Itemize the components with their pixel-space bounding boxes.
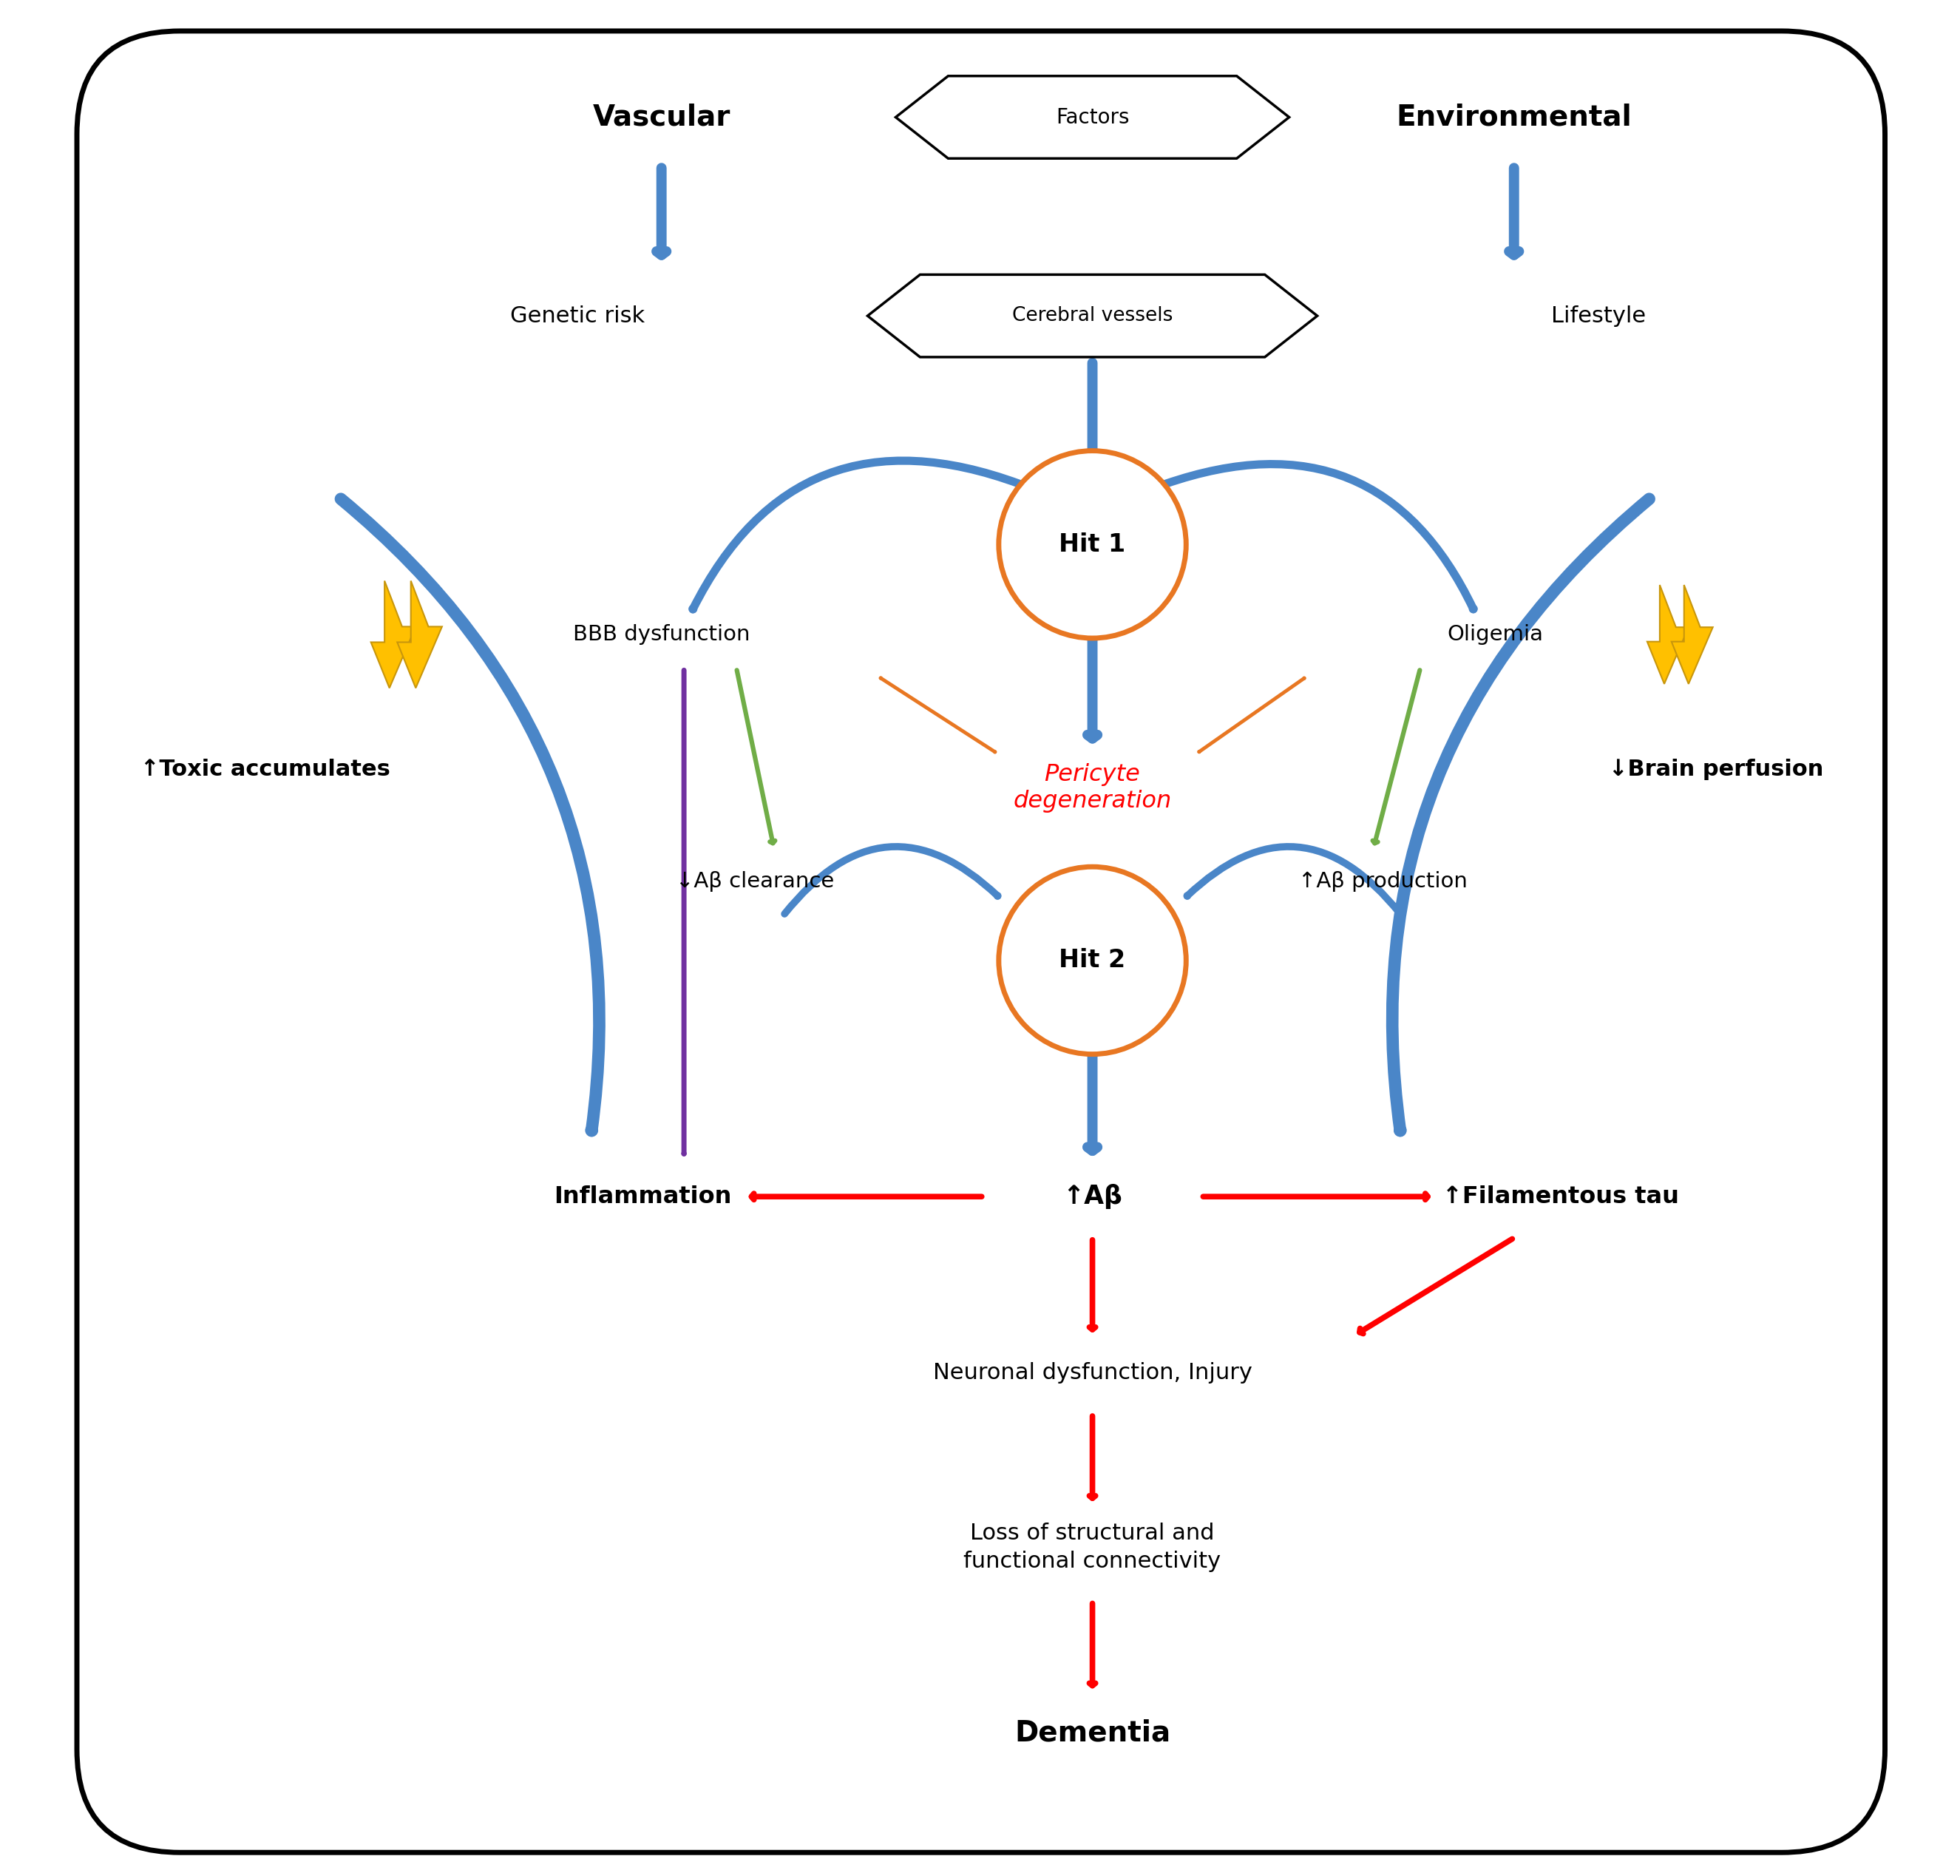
- Text: Neuronal dysfunction, Injury: Neuronal dysfunction, Injury: [933, 1362, 1252, 1383]
- Polygon shape: [1646, 585, 1690, 685]
- Text: Hit 1: Hit 1: [1058, 533, 1125, 557]
- FancyBboxPatch shape: [76, 32, 1886, 1852]
- Polygon shape: [868, 274, 1317, 356]
- FancyArrowPatch shape: [1188, 846, 1399, 914]
- FancyArrowPatch shape: [1200, 677, 1303, 752]
- Text: Cerebral vessels: Cerebral vessels: [1011, 306, 1172, 325]
- Text: Inflammation: Inflammation: [555, 1186, 731, 1208]
- Polygon shape: [896, 77, 1290, 158]
- Text: Hit 2: Hit 2: [1058, 947, 1125, 972]
- FancyArrowPatch shape: [784, 846, 998, 914]
- Text: Vascular: Vascular: [592, 103, 731, 131]
- Text: BBB dysfunction: BBB dysfunction: [572, 625, 751, 645]
- FancyArrowPatch shape: [692, 461, 1019, 610]
- FancyArrowPatch shape: [341, 499, 600, 1131]
- Text: ↑Aβ production: ↑Aβ production: [1298, 872, 1468, 893]
- Text: Loss of structural and
functional connectivity: Loss of structural and functional connec…: [964, 1521, 1221, 1572]
- Text: Pericyte
degeneration: Pericyte degeneration: [1013, 764, 1172, 812]
- Text: ↓Aβ clearance: ↓Aβ clearance: [676, 872, 835, 893]
- Circle shape: [1000, 450, 1186, 638]
- Text: Oligemia: Oligemia: [1446, 625, 1543, 645]
- Polygon shape: [398, 582, 443, 688]
- Text: ↑Filamentous tau: ↑Filamentous tau: [1443, 1186, 1680, 1208]
- Text: Environmental: Environmental: [1396, 103, 1633, 131]
- Text: Lifestyle: Lifestyle: [1550, 306, 1646, 326]
- Text: ↑Toxic accumulates: ↑Toxic accumulates: [141, 758, 390, 780]
- Text: Dementia: Dementia: [1015, 1718, 1170, 1747]
- FancyArrowPatch shape: [1166, 463, 1474, 610]
- Text: Genetic risk: Genetic risk: [510, 306, 645, 326]
- Polygon shape: [370, 582, 416, 688]
- FancyArrowPatch shape: [880, 677, 996, 752]
- FancyArrowPatch shape: [1392, 499, 1648, 1131]
- Text: Factors: Factors: [1056, 107, 1129, 128]
- Text: ↓Brain perfusion: ↓Brain perfusion: [1609, 758, 1823, 780]
- Text: ↑Aβ: ↑Aβ: [1062, 1184, 1123, 1210]
- Circle shape: [1000, 867, 1186, 1054]
- Polygon shape: [1672, 585, 1713, 685]
